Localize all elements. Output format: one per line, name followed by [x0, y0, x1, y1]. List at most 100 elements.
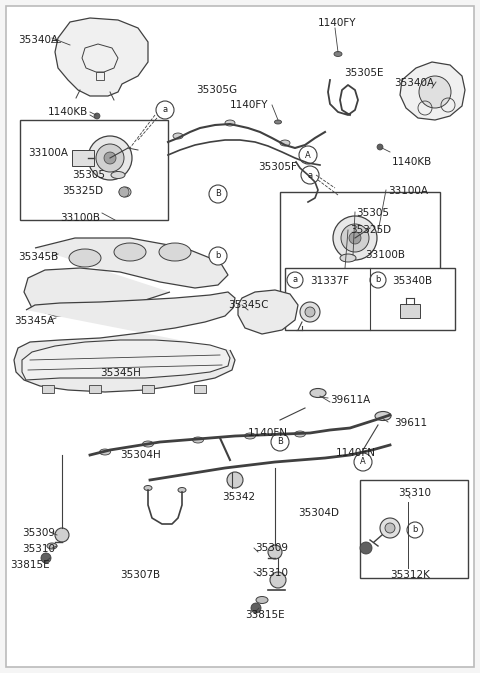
Polygon shape — [14, 292, 235, 392]
Text: b: b — [375, 275, 381, 285]
Text: 35345A: 35345A — [14, 316, 54, 326]
Circle shape — [301, 166, 319, 184]
Circle shape — [354, 453, 372, 471]
Circle shape — [227, 472, 243, 488]
Text: 33100B: 33100B — [60, 213, 100, 223]
Circle shape — [349, 232, 361, 244]
Text: 35310: 35310 — [22, 544, 55, 554]
Bar — [89, 385, 101, 393]
Polygon shape — [22, 340, 230, 380]
Text: 35305G: 35305G — [196, 85, 237, 95]
Circle shape — [156, 101, 174, 119]
Ellipse shape — [256, 596, 268, 604]
Circle shape — [360, 542, 372, 554]
Circle shape — [209, 247, 227, 265]
Bar — [285, 268, 455, 330]
Ellipse shape — [334, 52, 342, 57]
Text: 35340B: 35340B — [392, 276, 432, 286]
Text: 35325D: 35325D — [62, 186, 103, 196]
Polygon shape — [55, 18, 148, 96]
Bar — [42, 385, 54, 393]
Text: 31337F: 31337F — [310, 276, 349, 286]
Text: 35309: 35309 — [255, 543, 288, 553]
Text: 35345C: 35345C — [228, 300, 268, 310]
Bar — [194, 385, 206, 393]
Text: A: A — [360, 458, 366, 466]
Text: 1140FN: 1140FN — [336, 448, 376, 458]
Text: 35304H: 35304H — [120, 450, 161, 460]
Polygon shape — [400, 62, 465, 120]
Ellipse shape — [192, 437, 204, 443]
Circle shape — [119, 187, 129, 197]
Text: 33100A: 33100A — [28, 148, 68, 158]
Circle shape — [55, 528, 69, 542]
Text: 35310: 35310 — [255, 568, 288, 578]
Text: 35340A: 35340A — [18, 35, 58, 45]
Ellipse shape — [375, 411, 391, 421]
Ellipse shape — [99, 449, 110, 455]
Ellipse shape — [310, 388, 326, 398]
Polygon shape — [24, 238, 228, 316]
Circle shape — [305, 307, 315, 317]
Polygon shape — [400, 304, 420, 318]
Ellipse shape — [280, 140, 290, 146]
Ellipse shape — [244, 433, 255, 439]
Text: 39611: 39611 — [394, 418, 427, 428]
Circle shape — [419, 76, 451, 108]
Ellipse shape — [173, 133, 183, 139]
Text: 1140FY: 1140FY — [318, 18, 357, 28]
Text: b: b — [412, 526, 418, 534]
Text: 1140KB: 1140KB — [392, 157, 432, 167]
Text: 35345H: 35345H — [100, 368, 141, 378]
Bar — [142, 385, 154, 393]
Ellipse shape — [111, 172, 125, 178]
Text: 35305: 35305 — [356, 208, 389, 218]
Text: 35304D: 35304D — [298, 508, 339, 518]
Circle shape — [370, 272, 386, 288]
Text: 35307B: 35307B — [120, 570, 160, 580]
Polygon shape — [238, 290, 298, 334]
Ellipse shape — [225, 120, 235, 126]
Ellipse shape — [114, 243, 146, 261]
Bar — [20, 120, 168, 220]
Circle shape — [268, 545, 282, 559]
Text: 35310: 35310 — [398, 488, 431, 498]
Text: 39611A: 39611A — [330, 395, 370, 405]
Circle shape — [96, 144, 124, 172]
Text: 35305E: 35305E — [344, 68, 384, 78]
Circle shape — [287, 272, 303, 288]
Ellipse shape — [143, 441, 154, 447]
Text: a: a — [162, 106, 168, 114]
Circle shape — [104, 152, 116, 164]
Text: 33815E: 33815E — [10, 560, 49, 570]
Circle shape — [333, 216, 377, 260]
Text: 35309: 35309 — [22, 528, 55, 538]
Text: 35340A: 35340A — [394, 78, 434, 88]
Circle shape — [271, 433, 289, 451]
Circle shape — [251, 603, 261, 613]
Ellipse shape — [69, 249, 101, 267]
Circle shape — [336, 270, 346, 280]
Text: 35342: 35342 — [222, 492, 255, 502]
Ellipse shape — [159, 243, 191, 261]
Text: 33100B: 33100B — [365, 250, 405, 260]
Circle shape — [407, 522, 423, 538]
Ellipse shape — [295, 431, 305, 437]
Text: 35305: 35305 — [72, 170, 105, 180]
Text: 1140KB: 1140KB — [48, 107, 88, 117]
Text: 1140FN: 1140FN — [248, 428, 288, 438]
Circle shape — [300, 302, 320, 322]
Ellipse shape — [340, 254, 356, 262]
Circle shape — [299, 146, 317, 164]
Ellipse shape — [119, 187, 131, 197]
Circle shape — [385, 523, 395, 533]
Text: B: B — [215, 190, 221, 199]
Circle shape — [270, 572, 286, 588]
Text: A: A — [305, 151, 311, 160]
Circle shape — [377, 144, 383, 150]
Text: a: a — [292, 275, 298, 285]
Circle shape — [380, 518, 400, 538]
Text: 33100A: 33100A — [388, 186, 428, 196]
Text: b: b — [216, 252, 221, 260]
Circle shape — [209, 185, 227, 203]
